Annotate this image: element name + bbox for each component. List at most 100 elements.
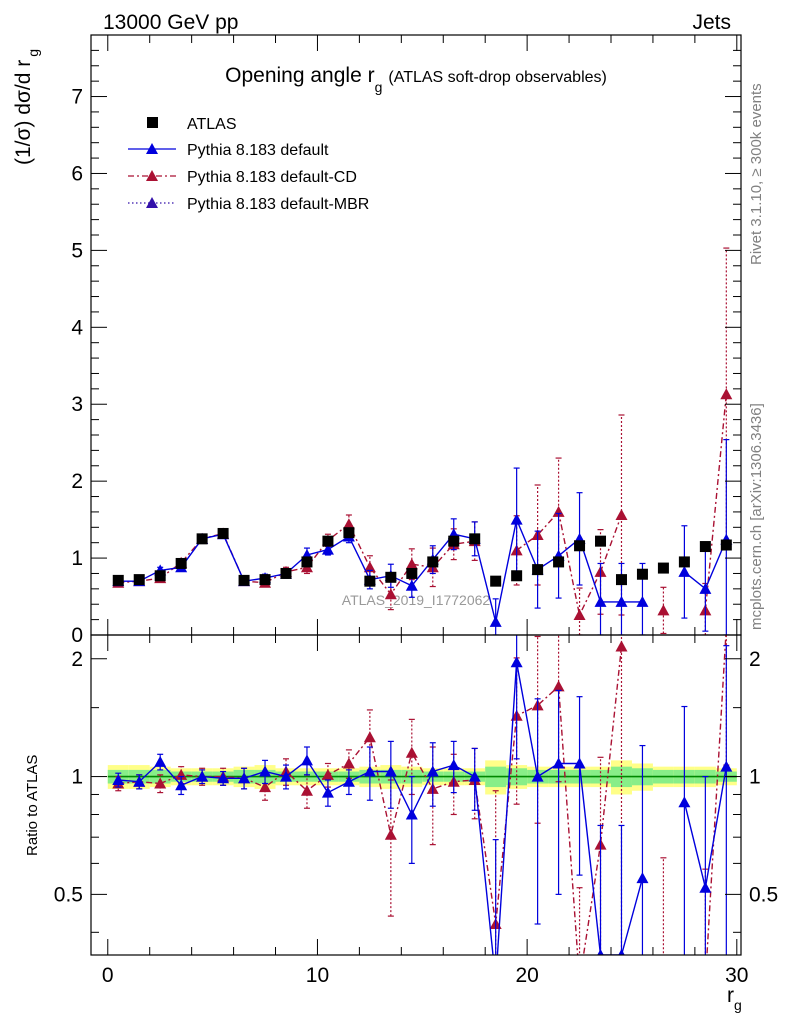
ratio-default-marker [573, 757, 586, 769]
ratio-cd-marker [384, 828, 397, 840]
ratio-default-marker [720, 760, 733, 772]
atlas-data-marker [196, 533, 208, 545]
rivet-version-label: Rivet 3.1.10, ≥ 300k events [748, 83, 765, 265]
chart-title-subscript: g [375, 79, 383, 95]
x-tick-label: 10 [306, 964, 329, 987]
x-tick-label: 0 [102, 964, 114, 987]
ratio-default-marker [217, 772, 230, 784]
atlas-data-marker [175, 557, 187, 569]
ratio-default-line [118, 662, 727, 955]
atlas-data-marker [553, 556, 565, 568]
ratio-y-tick-label-right: 0.5 [749, 883, 778, 906]
legend-entry-atlas: ATLAS [147, 116, 237, 133]
ratio-default-marker [405, 808, 418, 820]
atlas-data-marker [154, 570, 166, 582]
legend: ATLAS Pythia 8.183 default Pythia 8.183 … [128, 116, 369, 213]
ratio-cd-marker [342, 757, 355, 769]
main-y-tick-label: 3 [71, 393, 83, 416]
legend-label-mbr: Pythia 8.183 default-MBR [187, 196, 369, 213]
default-marker [594, 595, 607, 607]
ratio-default-marker [280, 770, 292, 782]
atlas-data-marker [385, 571, 397, 583]
atlas-data-marker [720, 539, 732, 551]
ratio-default-marker [597, 949, 604, 955]
legend-label-cd: Pythia 8.183 default-CD [187, 169, 357, 186]
main-y-axis-label-subscript: g [25, 49, 41, 57]
ratio-default-marker [259, 765, 272, 777]
cd-marker [384, 588, 397, 600]
ratio-default-marker [196, 770, 209, 782]
main-y-tick-label: 7 [71, 86, 83, 109]
ratio-default-marker [552, 757, 565, 769]
ratio-default-marker [238, 772, 251, 784]
ratio-default-marker [468, 770, 481, 782]
ratio-default-marker [426, 765, 439, 777]
ratio-cd-marker [300, 784, 313, 796]
ratio-cd-line [118, 635, 727, 955]
atlas-data-marker [574, 540, 586, 552]
ratio-default-marker [300, 754, 313, 766]
ratio-default-marker [384, 765, 397, 777]
x-axis-label: rg [727, 984, 742, 1013]
main-y-tick-label: 6 [71, 162, 83, 185]
chart-title: Opening angle rg (ATLAS soft-drop observa… [225, 64, 607, 95]
ratio-panel-frame [90, 634, 742, 956]
default-marker [636, 595, 649, 607]
atlas-data-marker [595, 535, 607, 547]
ratio-y-axis-label: Ratio to ATLAS [24, 755, 41, 856]
atlas-data-marker [364, 575, 376, 587]
atlas-data-marker [511, 570, 523, 582]
panel-watermark: ATLAS_2019_I1772062 [342, 592, 491, 608]
ratio-panel-axes: 0.5 0.51 12 20 10 20 30 [54, 635, 778, 987]
main-y-tick-label: 1 [71, 547, 83, 570]
ratio-cd-marker [259, 781, 272, 793]
main-y-axis-label: (1/σ) dσ/d r g [12, 49, 41, 165]
main-panel-axes: 0 1 2 3 4 5 6 7 [71, 35, 741, 647]
legend-entry-cd: Pythia 8.183 default-CD [128, 169, 357, 186]
ratio-cd-marker [405, 746, 418, 758]
mcplots-reference-label: mcplots.cern.ch [arXiv:1306.3436] [748, 403, 765, 630]
ratio-cd-marker [363, 731, 376, 743]
ratio-default-marker [175, 779, 188, 791]
header-energy: 13000 GeV pp [103, 11, 238, 34]
atlas-data-marker [490, 575, 502, 587]
default-marker [489, 615, 502, 627]
ratio-default-marker [363, 765, 376, 777]
legend-marker-cd [146, 170, 158, 181]
atlas-data-marker [217, 527, 229, 539]
ratio-default-marker [699, 881, 712, 893]
ratio-default-marker [133, 775, 146, 787]
main-y-tick-label: 4 [71, 316, 83, 339]
cd-marker [405, 558, 418, 570]
x-tick-label: 30 [725, 964, 748, 987]
default-marker [699, 582, 712, 594]
atlas-data-marker [280, 567, 292, 579]
chart-title-main: Opening angle r [225, 64, 374, 87]
ratio-default-marker [321, 786, 334, 798]
atlas-data-marker [469, 533, 481, 545]
main-panel: ATLAS_2019_I1772062 0 1 2 3 4 5 6 7 Opening ang… [12, 34, 742, 647]
x-axis-label-subscript: g [734, 997, 742, 1013]
atlas-data-marker [259, 574, 271, 586]
ratio-default-marker [618, 949, 625, 955]
ratio-y-tick-label-right: 1 [749, 766, 761, 789]
ratio-default-marker [154, 755, 167, 767]
header-process: Jets [692, 11, 731, 34]
ratio-y-tick-label: 1 [71, 766, 83, 789]
main-y-tick-label: 2 [71, 470, 83, 493]
main-panel-series [112, 247, 733, 635]
main-y-tick-label: 5 [71, 239, 83, 262]
ratio-default-marker [678, 796, 691, 808]
atlas-data-marker [406, 567, 418, 579]
default-marker [321, 543, 334, 555]
legend-entry-default: Pythia 8.183 default [128, 142, 329, 159]
atlas-data-marker [133, 574, 145, 586]
atlas-data-marker [301, 556, 313, 568]
atlas-data-marker [657, 562, 669, 574]
cd-line [118, 394, 727, 618]
ratio-default-marker [510, 656, 523, 668]
x-tick-label: 20 [515, 964, 538, 987]
atlas-data-marker [112, 574, 124, 586]
ratio-y-tick-label: 2 [71, 648, 83, 671]
